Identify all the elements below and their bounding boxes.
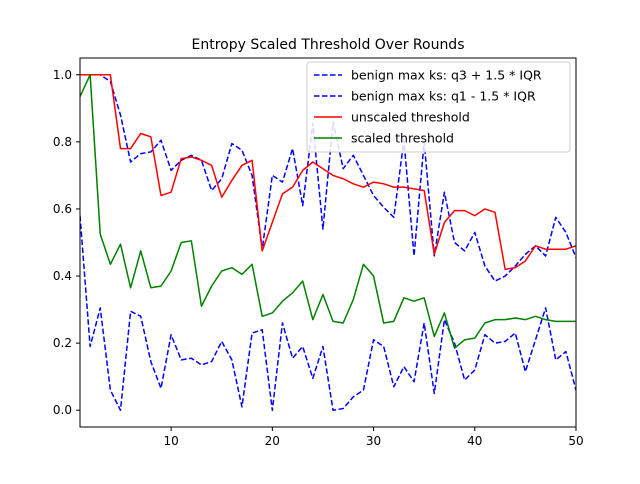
series-line-1 — [80, 74, 576, 282]
series-layer — [80, 74, 576, 411]
legend-label: unscaled threshold — [351, 110, 470, 125]
series-line-3 — [80, 74, 576, 271]
legend: benign max ks: q3 + 1.5 * IQR benign max … — [306, 61, 571, 153]
legend-box — [306, 61, 571, 153]
series-line-2 — [80, 215, 576, 411]
y-tick-label: 0.0 — [53, 403, 72, 417]
legend-label: benign max ks: q3 + 1.5 * IQR — [351, 68, 542, 83]
x-tick-label: 10 — [163, 434, 178, 448]
plot-frame — [79, 57, 577, 428]
y-tick-label: 0.2 — [53, 336, 72, 350]
legend-label: benign max ks: q1 - 1.5 * IQR — [351, 89, 536, 104]
y-tick-label: 0.6 — [53, 202, 72, 216]
series-line-4 — [80, 74, 576, 349]
x-tick-label: 20 — [265, 434, 280, 448]
axes-layer: 10 20 30 40 50 0.0 0.2 0.4 0.6 0.8 1.0 — [53, 68, 584, 448]
x-tick-label: 30 — [366, 434, 381, 448]
y-tick-label: 0.4 — [53, 269, 72, 283]
y-tick-label: 1.0 — [53, 68, 72, 82]
y-tick-label: 0.8 — [53, 135, 72, 149]
chart-title: Entropy Scaled Threshold Over Rounds — [191, 37, 464, 53]
x-tick-label: 50 — [568, 434, 583, 448]
x-tick-label: 40 — [467, 434, 482, 448]
legend-label: scaled threshold — [351, 131, 454, 146]
